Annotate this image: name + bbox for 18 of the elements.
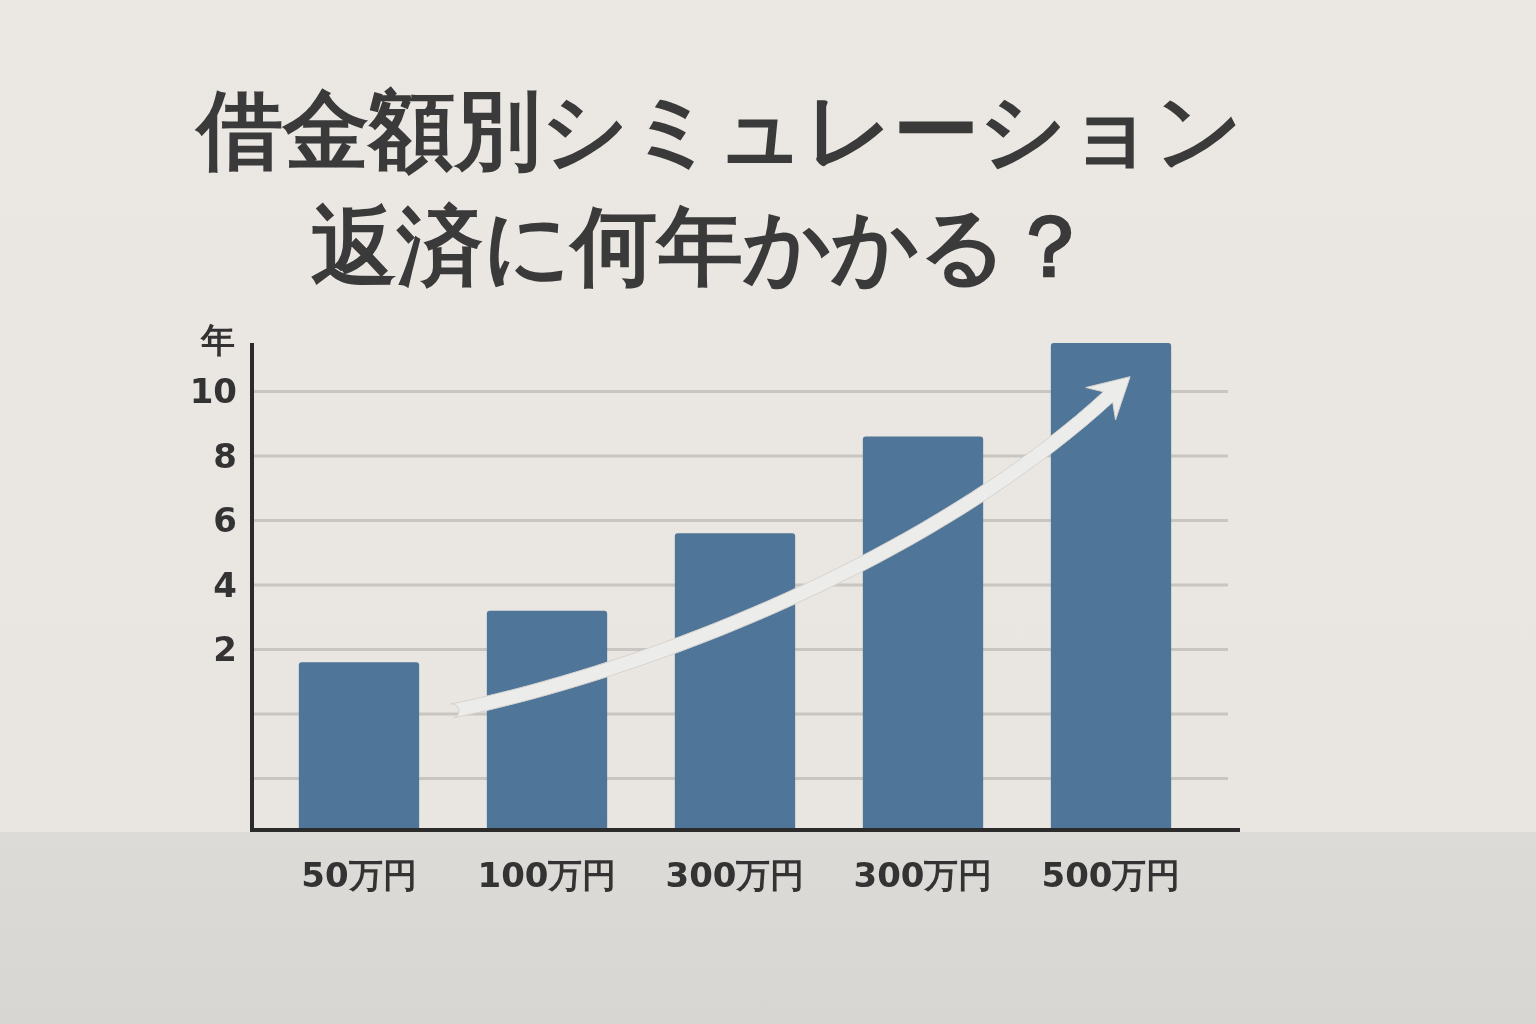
bar [1050, 343, 1172, 830]
x-tick-label: 500万円 [1041, 855, 1181, 895]
chart-title: 借金額別シミュレーション [194, 80, 1243, 180]
y-tick-label: 2 [213, 629, 237, 670]
y-axis-title: 年 [200, 320, 235, 360]
y-tick-label: 6 [213, 500, 237, 541]
x-tick-label: 50万円 [301, 855, 417, 895]
bar [298, 662, 420, 830]
bar [862, 436, 984, 830]
x-tick-label: 300万円 [665, 855, 805, 895]
bar [486, 610, 608, 830]
chart-subtitle: 返済に何年かかる？ [311, 196, 1093, 296]
y-tick-label: 8 [213, 435, 237, 476]
y-tick-label: 10 [189, 371, 237, 412]
x-tick-label: 100万円 [477, 855, 617, 895]
bar [674, 533, 796, 830]
x-tick-label: 300万円 [853, 855, 993, 895]
y-tick-label: 4 [213, 564, 237, 605]
